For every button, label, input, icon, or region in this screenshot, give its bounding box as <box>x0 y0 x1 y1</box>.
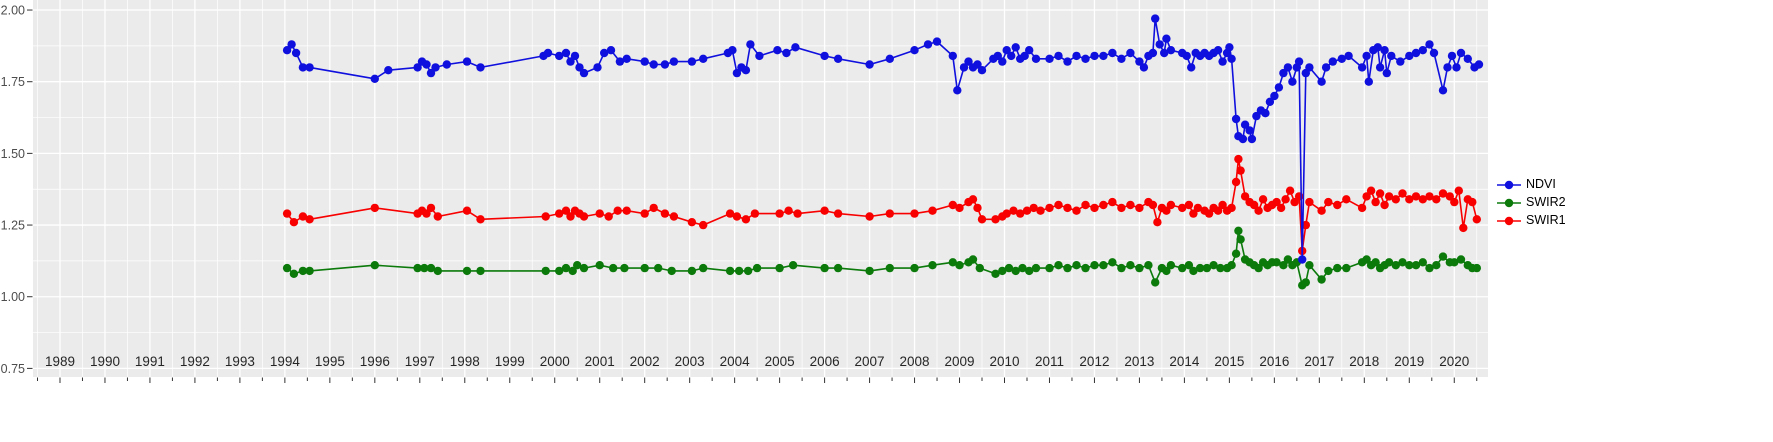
svg-text:2006: 2006 <box>810 354 840 369</box>
svg-text:2019: 2019 <box>1394 354 1424 369</box>
svg-text:2012: 2012 <box>1079 354 1109 369</box>
svg-text:1.50: 1.50 <box>1 147 25 161</box>
svg-text:1998: 1998 <box>450 354 480 369</box>
svg-text:1999: 1999 <box>495 354 525 369</box>
svg-text:1.25: 1.25 <box>1 219 25 233</box>
svg-text:2015: 2015 <box>1214 354 1244 369</box>
y-axis-labels: 2.00 1.75 1.50 1.25 1.00 0.75 <box>1 4 25 376</box>
ndvi-key-icon <box>1497 180 1521 189</box>
svg-text:2001: 2001 <box>585 354 615 369</box>
svg-text:2005: 2005 <box>765 354 795 369</box>
plot-panel <box>33 0 1488 377</box>
svg-text:1994: 1994 <box>270 354 301 369</box>
svg-text:2000: 2000 <box>540 354 570 369</box>
svg-text:2002: 2002 <box>630 354 660 369</box>
svg-text:2016: 2016 <box>1259 354 1289 369</box>
axis-ticks <box>27 9 1478 383</box>
svg-text:2004: 2004 <box>720 354 751 369</box>
svg-text:2008: 2008 <box>900 354 930 369</box>
legend-label-swir1: SWIR1 <box>1526 213 1566 227</box>
x-axis-labels: 1989 1990 1991 1992 1993 1994 1995 1996 1997 1998… <box>45 354 1469 369</box>
series-swir1 <box>282 154 1482 256</box>
svg-text:1997: 1997 <box>405 354 435 369</box>
svg-text:2018: 2018 <box>1349 354 1379 369</box>
svg-text:0.75: 0.75 <box>1 362 25 376</box>
legend: NDVI SWIR2 SWIR1 <box>1496 177 1566 228</box>
svg-text:1989: 1989 <box>45 354 75 369</box>
legend-item-swir2: SWIR2 <box>1496 195 1566 210</box>
legend-item-ndvi: NDVI <box>1496 177 1566 192</box>
svg-text:1993: 1993 <box>225 354 255 369</box>
series-ndvi <box>282 14 1484 264</box>
svg-text:1992: 1992 <box>180 354 210 369</box>
svg-text:2.00: 2.00 <box>1 4 25 18</box>
svg-text:2020: 2020 <box>1439 354 1469 369</box>
legend-label-ndvi: NDVI <box>1526 177 1556 191</box>
svg-text:2010: 2010 <box>989 354 1019 369</box>
svg-text:2014: 2014 <box>1169 354 1200 369</box>
series-swir2 <box>282 226 1482 290</box>
svg-text:2009: 2009 <box>944 354 974 369</box>
legend-item-swir1: SWIR1 <box>1496 213 1566 228</box>
legend-label-swir2: SWIR2 <box>1526 195 1566 209</box>
svg-text:2003: 2003 <box>675 354 705 369</box>
svg-text:1990: 1990 <box>90 354 120 369</box>
svg-text:1996: 1996 <box>360 354 390 369</box>
svg-text:2007: 2007 <box>855 354 885 369</box>
svg-text:1991: 1991 <box>135 354 165 369</box>
svg-text:1.75: 1.75 <box>1 75 25 89</box>
svg-text:2017: 2017 <box>1304 354 1334 369</box>
swir1-key-icon <box>1497 216 1521 225</box>
svg-text:2011: 2011 <box>1035 354 1064 369</box>
svg-text:1.00: 1.00 <box>1 290 25 304</box>
svg-text:1995: 1995 <box>315 354 345 369</box>
swir2-key-icon <box>1497 198 1521 207</box>
svg-text:2013: 2013 <box>1124 354 1154 369</box>
